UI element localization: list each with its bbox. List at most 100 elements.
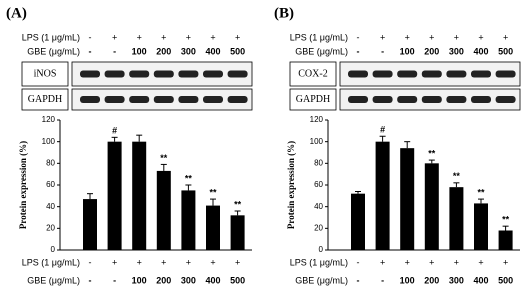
blot-label-box: [21, 61, 69, 87]
significance: **: [477, 187, 485, 197]
bar: [498, 230, 513, 250]
significance: **: [209, 187, 217, 197]
treatment-label: LPS (1 μg/mL): [22, 32, 80, 42]
treatment-level: +: [137, 32, 142, 42]
blot-band: [80, 70, 100, 78]
treatment-level: 500: [498, 275, 513, 285]
treatment-level: 400: [473, 46, 488, 56]
blot-band: [421, 96, 442, 103]
treatment-level: +: [161, 257, 166, 267]
blot-band: [446, 70, 467, 78]
significance: **: [453, 171, 461, 181]
treatment-level: +: [112, 32, 117, 42]
y-tick-label: 40: [46, 202, 55, 211]
blot-band: [104, 70, 125, 78]
treatment-level: 300: [181, 46, 196, 56]
bar: [474, 203, 488, 250]
bar: [156, 170, 171, 250]
panel-label: (B): [274, 5, 294, 21]
blot-band: [421, 70, 442, 78]
treatment-level: +: [112, 257, 117, 267]
treatment-level: +: [503, 257, 508, 267]
bar: [449, 187, 464, 250]
blot-band: [203, 70, 223, 78]
significance: #: [380, 125, 385, 135]
treatment-level: 200: [156, 46, 171, 56]
bar: [83, 199, 97, 250]
treatment-level: 400: [205, 46, 220, 56]
treatment-level: -: [381, 275, 384, 285]
bar: [181, 190, 196, 250]
blot-band: [471, 96, 491, 103]
blot-band: [178, 70, 199, 78]
treatment-level: 500: [230, 46, 245, 56]
bar: [351, 193, 365, 250]
treatment-level: 200: [424, 46, 439, 56]
treatment-level: 300: [449, 46, 464, 56]
y-tick-label: 120: [310, 115, 324, 124]
treatment-level: -: [357, 275, 360, 285]
blot-band: [495, 96, 516, 103]
treatment-label: GBE (μg/mL): [295, 46, 348, 56]
treatment-level: 100: [400, 275, 415, 285]
treatment-level: +: [478, 32, 483, 42]
blot-band: [372, 96, 393, 103]
treatment-label: LPS (1 μg/mL): [290, 32, 348, 42]
treatment-level: +: [380, 32, 385, 42]
blot-band: [446, 96, 467, 103]
treatment-label: GBE (μg/mL): [295, 275, 348, 285]
bar: [375, 141, 390, 250]
treatment-level: 300: [181, 275, 196, 285]
treatment-label: GBE (μg/mL): [27, 275, 80, 285]
blot-label-box: [21, 88, 69, 111]
y-tick-label: 60: [46, 180, 55, 189]
blot-band: [397, 70, 418, 78]
blot-band: [178, 96, 199, 103]
blot-band: [471, 70, 491, 78]
blot-label: GAPDH: [28, 94, 62, 105]
treatment-level: 400: [205, 275, 220, 285]
treatment-level: +: [405, 257, 410, 267]
blot-band: [203, 96, 223, 103]
bar: [400, 148, 415, 250]
blot-band: [153, 96, 174, 103]
treatment-level: +: [186, 257, 191, 267]
treatment-level: -: [89, 46, 92, 56]
y-tick-label: 40: [314, 202, 323, 211]
treatment-level: 300: [449, 275, 464, 285]
significance: **: [502, 215, 510, 225]
significance: **: [185, 173, 193, 183]
significance: **: [160, 153, 168, 163]
treatment-level: +: [235, 32, 240, 42]
blot-label: COX-2: [298, 68, 327, 79]
blot-band: [372, 70, 393, 78]
y-tick-label: 20: [314, 223, 323, 232]
treatment-level: -: [357, 257, 360, 267]
treatment-level: 200: [156, 275, 171, 285]
blot-label: GAPDH: [296, 94, 330, 105]
y-tick-label: 60: [314, 180, 323, 189]
blot-band: [348, 70, 368, 78]
treatment-level: +: [186, 32, 191, 42]
blot-band: [80, 96, 100, 103]
blot-band: [227, 96, 248, 103]
panel-label: (A): [6, 5, 27, 21]
y-tick-label: 100: [42, 137, 56, 146]
treatment-level: +: [210, 257, 215, 267]
treatment-level: 500: [230, 275, 245, 285]
y-tick-label: 80: [46, 158, 55, 167]
treatment-level: 500: [498, 46, 513, 56]
bar: [107, 141, 122, 250]
bar: [230, 215, 245, 250]
treatment-label: LPS (1 μg/mL): [290, 257, 348, 267]
treatment-level: -: [357, 32, 360, 42]
blot-band: [397, 96, 418, 103]
blot-band: [227, 70, 248, 78]
y-axis-label: Protein expression (%): [18, 141, 28, 229]
y-tick-label: 120: [42, 115, 56, 124]
bar: [424, 163, 439, 250]
treatment-level: +: [210, 32, 215, 42]
blot-label-box: [289, 88, 337, 111]
treatment-level: +: [454, 257, 459, 267]
